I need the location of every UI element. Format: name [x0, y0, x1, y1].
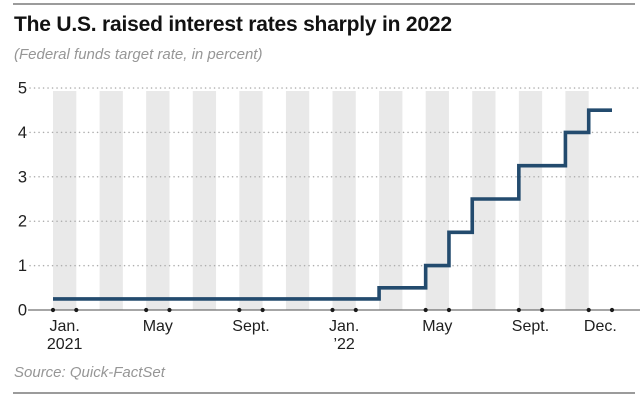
x-tick-label: Dec. [584, 318, 617, 335]
month-band [146, 91, 170, 310]
axis-tick-dot [50, 307, 56, 313]
chart-subtitle: (Federal funds target rate, in percent) [14, 46, 263, 63]
x-tick-label: Jan. [50, 318, 80, 335]
axis-tick-dot [423, 307, 428, 313]
axis-tick-dot [516, 307, 521, 313]
fed-funds-step-chart: Jan. 2021 May Sept. Jan. ’22 May Sept. Dec. 0 1 2 3 4… [0, 78, 642, 356]
x-tick-label: Sept. [232, 318, 269, 335]
axis-tick-dot [353, 307, 358, 313]
y-tick-label: 5 [18, 80, 27, 98]
month-band [99, 91, 123, 310]
x-tick-label: Sept. [512, 318, 549, 335]
month-band [192, 91, 217, 310]
y-tick-label: 1 [18, 257, 27, 275]
y-tick-label: 4 [18, 124, 27, 142]
y-tick-label: 2 [18, 213, 27, 231]
axis-tick-dot [144, 307, 149, 313]
x-tick-label: Jan. [329, 318, 359, 335]
y-tick-label: 3 [18, 168, 27, 186]
rate-step-line [53, 108, 612, 301]
axis-tick-dot [586, 307, 591, 313]
top-rule [13, 3, 635, 5]
month-band [53, 91, 77, 310]
bottom-rule [13, 392, 635, 394]
axis-tick-dot [446, 307, 452, 313]
axis-tick-dot [237, 307, 242, 313]
axis-tick-dot [260, 307, 265, 313]
x-tick-label: May [143, 318, 173, 335]
month-band [565, 91, 589, 310]
chart-title: The U.S. raised interest rates sharply i… [14, 13, 452, 36]
month-band [379, 91, 403, 310]
x-tick-label-year: ’22 [333, 336, 354, 353]
axis-tick-dot [540, 307, 545, 313]
axis-tick-dot [167, 307, 172, 313]
axis-tick-dot [74, 307, 79, 313]
month-band [332, 91, 356, 310]
axis-tick-dot [330, 307, 335, 313]
y-tick-label: 0 [18, 302, 27, 320]
month-band [239, 91, 263, 310]
month-band [518, 91, 543, 310]
month-band [425, 91, 449, 310]
x-tick-label: May [422, 318, 452, 335]
source-note: Source: Quick-FactSet [14, 364, 165, 381]
month-band [285, 91, 310, 310]
x-tick-label-year: 2021 [47, 336, 83, 353]
axis-tick-dot [609, 307, 615, 313]
